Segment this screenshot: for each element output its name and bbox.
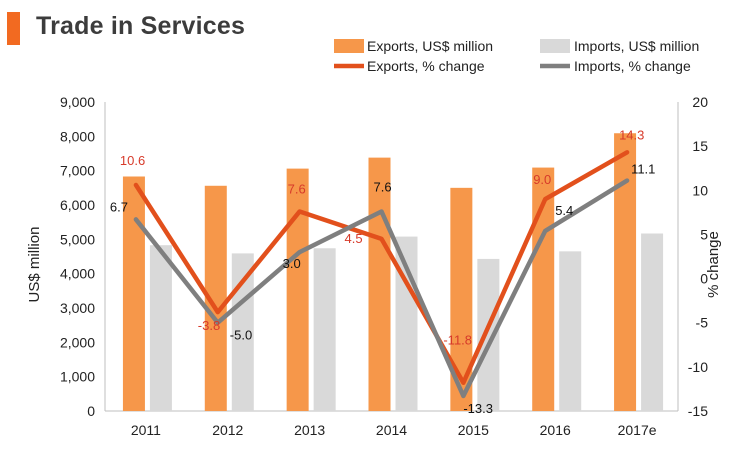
imports-change-label: -5.0: [230, 328, 252, 343]
left-tick-label: 8,000: [60, 128, 95, 144]
right-tick-label: 0: [700, 271, 708, 287]
x-tick-label: 2014: [376, 422, 407, 438]
left-tick-label: 5,000: [60, 231, 95, 247]
left-tick-label: 6,000: [60, 197, 95, 213]
title-accent-bar: [7, 12, 20, 45]
imports-bar: [313, 248, 336, 411]
exports-change-label: -11.8: [443, 333, 472, 348]
left-tick-label: 0: [87, 403, 95, 419]
legend-imports-bar-label: Imports, US$ million: [574, 38, 699, 54]
x-tick-label: 2011: [131, 422, 161, 438]
legend-imports-line-label: Imports, % change: [574, 58, 691, 74]
imports-change-label: 7.6: [374, 179, 392, 194]
imports-change-label: 5.4: [555, 203, 573, 218]
left-axis-title: US$ million: [26, 227, 43, 303]
imports-bar: [477, 258, 500, 411]
exports-change-label: 7.6: [288, 181, 306, 196]
right-axis-title: % change: [705, 231, 722, 298]
x-tick-label: 2013: [294, 422, 325, 438]
exports-bar: [450, 187, 473, 411]
left-tick-label: 1,000: [60, 369, 95, 385]
exports-change-label: 4.5: [345, 231, 363, 246]
x-tick-label: 2016: [540, 422, 571, 438]
left-tick-label: 3,000: [60, 300, 95, 316]
left-tick-label: 2,000: [60, 334, 95, 350]
imports-bar: [231, 253, 254, 411]
exports-change-label: -3.8: [198, 318, 220, 333]
exports-bar: [122, 176, 145, 411]
exports-change-line: [133, 150, 630, 385]
exports-bar: [368, 157, 391, 411]
right-tick-label: 10: [692, 182, 708, 198]
chart-title: Trade in Services: [36, 12, 246, 40]
right-tick-label: 15: [692, 138, 708, 154]
exports-change-label: 9.0: [533, 172, 551, 187]
imports-bar: [559, 251, 582, 411]
legend-imports-bar-swatch: [540, 39, 570, 53]
exports-change-label: 10.6: [120, 153, 145, 168]
right-tick-label: -15: [688, 403, 708, 419]
left-tick-label: 7,000: [60, 163, 95, 179]
left-tick-label: 4,000: [60, 266, 95, 282]
legend-exports-line-label: Exports, % change: [367, 58, 485, 74]
right-tick-label: 20: [692, 94, 708, 110]
exports-bar: [204, 185, 227, 411]
right-tick-label: -10: [688, 359, 708, 375]
imports-change-line: [133, 178, 630, 399]
imports-change-label: -13.3: [463, 401, 493, 416]
imports-change-label: 3.0: [283, 256, 301, 271]
exports-bar: [614, 133, 637, 411]
x-tick-label: 2015: [458, 422, 489, 438]
x-tick-label: 2012: [212, 422, 243, 438]
imports-bar: [641, 233, 664, 411]
right-tick-label: 5: [700, 226, 708, 242]
legend-exports-bar-label: Exports, US$ million: [367, 38, 493, 54]
exports-bar: [286, 168, 309, 411]
imports-bar: [149, 245, 172, 411]
left-tick-label: 9,000: [60, 94, 95, 110]
legend-exports-bar-swatch: [334, 39, 364, 53]
right-tick-label: -5: [696, 315, 709, 331]
exports-change-label: 14.3: [619, 127, 644, 142]
imports-change-label: 6.7: [110, 199, 128, 214]
x-tick-label: 2017e: [618, 422, 657, 438]
imports-change-label: 11.1: [631, 162, 655, 177]
